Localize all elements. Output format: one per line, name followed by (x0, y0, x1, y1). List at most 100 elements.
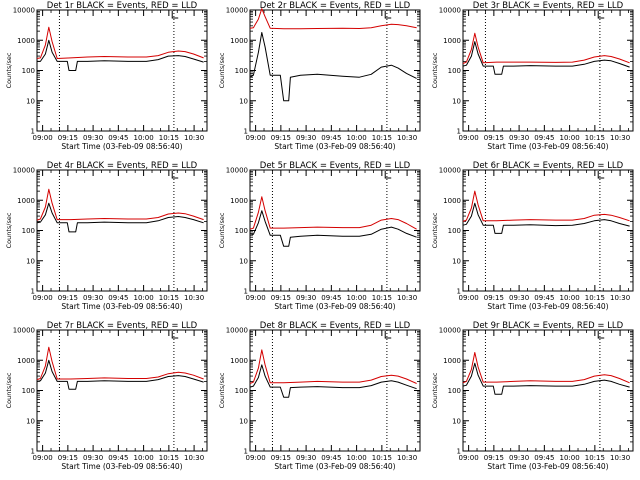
y-tick-label: 10000 (226, 327, 248, 335)
plot-frame (36, 9, 208, 132)
x-tick-label: 10:00 (347, 294, 367, 302)
lld-series-line (249, 8, 417, 30)
y-tick-label: 100 (22, 67, 35, 75)
x-tick-label: 09:15 (58, 294, 78, 302)
lld-series-line (462, 32, 630, 64)
y-tick-label: 100 (235, 67, 248, 75)
y-tick-label: 1 (31, 128, 35, 136)
x-tick-label: 09:30 (509, 294, 529, 302)
x-axis-label: Start Time (03-Feb-09 08:56:40) (487, 302, 608, 311)
x-tick-label: 10:00 (134, 134, 154, 142)
x-tick-label: 09:45 (534, 294, 554, 302)
panel-title: Det 3r BLACK = Events, RED = LLD (473, 1, 624, 11)
plot-frame (249, 329, 421, 452)
y-tick-label: 100 (448, 227, 461, 235)
chart-panel-6: Det 6r BLACK = Events, RED = LLD 1 10 100 10… (431, 161, 634, 311)
x-tick-label: 10:15 (159, 134, 179, 142)
y-tick-label: 1000 (17, 357, 35, 365)
y-tick-label: 10000 (13, 327, 35, 335)
y-tick-label: 10000 (226, 167, 248, 175)
x-tick-label: 10:30 (610, 294, 630, 302)
events-series-line (249, 364, 417, 398)
x-axis-label: Start Time (03-Feb-09 08:56:40) (61, 142, 182, 151)
y-axis-label: Counts/sec (5, 212, 13, 248)
panel-title: Det 7r BLACK = Events, RED = LLD (47, 321, 198, 331)
lld-series-line (249, 196, 417, 230)
x-axis-label: Start Time (03-Feb-09 08:56:40) (61, 462, 182, 471)
lld-series-line (249, 349, 417, 384)
x-tick-label: 09:45 (108, 454, 128, 462)
y-tick-label: 100 (22, 387, 35, 395)
x-tick-label: 10:00 (560, 134, 580, 142)
x-axis-label: Start Time (03-Feb-09 08:56:40) (274, 142, 395, 151)
y-axis-label: Counts/sec (431, 212, 439, 248)
y-tick-label: 1000 (230, 37, 248, 45)
l-marker (384, 171, 392, 179)
y-tick-label: 1000 (443, 197, 461, 205)
y-tick-label: 10000 (439, 167, 461, 175)
x-tick-label: 09:00 (33, 294, 53, 302)
y-tick-label: 100 (448, 387, 461, 395)
y-tick-label: 10000 (13, 7, 35, 15)
x-tick-label: 09:45 (108, 294, 128, 302)
l-marker (171, 171, 179, 179)
events-series-line (36, 359, 204, 390)
y-tick-label: 1000 (17, 197, 35, 205)
x-tick-label: 09:00 (246, 294, 266, 302)
y-tick-label: 1000 (443, 357, 461, 365)
l-marker (597, 11, 605, 19)
chart-panel-2: Det 2r BLACK = Events, RED = LLD 1 10 100 10… (218, 1, 421, 151)
y-tick-label: 100 (448, 67, 461, 75)
plot-frame (462, 9, 634, 132)
x-axis-label: Start Time (03-Feb-09 08:56:40) (487, 462, 608, 471)
panel-title: Det 2r BLACK = Events, RED = LLD (260, 1, 411, 11)
lld-series-line (36, 188, 204, 221)
panel-title: Det 6r BLACK = Events, RED = LLD (473, 161, 624, 171)
y-tick-label: 10 (239, 97, 248, 105)
x-tick-label: 09:00 (246, 134, 266, 142)
plot-frame (36, 169, 208, 292)
y-tick-label: 10 (239, 417, 248, 425)
y-tick-label: 100 (235, 227, 248, 235)
x-tick-label: 09:30 (296, 134, 316, 142)
plot-frame (462, 329, 634, 452)
x-tick-label: 10:30 (397, 134, 417, 142)
x-tick-label: 09:15 (271, 134, 291, 142)
x-tick-label: 10:00 (347, 134, 367, 142)
y-tick-label: 10 (26, 257, 35, 265)
l-marker (384, 331, 392, 339)
lld-series-line (462, 190, 630, 222)
panel-title: Det 9r BLACK = Events, RED = LLD (473, 321, 624, 331)
chart-panel-5: Det 5r BLACK = Events, RED = LLD 1 10 100 10… (218, 161, 421, 311)
y-axis-label: Counts/sec (431, 372, 439, 408)
x-tick-label: 09:00 (459, 454, 479, 462)
y-tick-label: 1 (457, 128, 461, 136)
events-series-line (249, 210, 417, 247)
y-axis-label: Counts/sec (218, 372, 226, 408)
x-tick-label: 10:15 (585, 294, 605, 302)
x-tick-label: 09:15 (58, 134, 78, 142)
plot-frame (462, 169, 634, 292)
y-tick-label: 1000 (230, 197, 248, 205)
panel-title: Det 5r BLACK = Events, RED = LLD (260, 161, 411, 171)
l-marker (597, 171, 605, 179)
x-tick-label: 10:00 (560, 294, 580, 302)
x-tick-label: 10:15 (585, 134, 605, 142)
x-tick-label: 10:00 (134, 454, 154, 462)
events-series-line (462, 202, 630, 234)
x-tick-label: 09:45 (534, 134, 554, 142)
plot-frame (249, 169, 421, 292)
x-tick-label: 10:00 (134, 294, 154, 302)
x-tick-label: 09:00 (459, 134, 479, 142)
y-axis-label: Counts/sec (431, 52, 439, 88)
x-tick-label: 09:30 (83, 454, 103, 462)
events-series-line (37, 39, 204, 71)
chart-panel-1: Det 1r BLACK = Events, RED = LLD 1 10 100 10… (5, 1, 208, 151)
y-axis-label: Counts/sec (218, 212, 226, 248)
chart-panel-8: Det 8r BLACK = Events, RED = LLD 1 10 100 10… (218, 321, 421, 471)
y-tick-label: 10000 (439, 327, 461, 335)
x-axis-label: Start Time (03-Feb-09 08:56:40) (487, 142, 608, 151)
y-tick-label: 1 (31, 448, 35, 456)
x-tick-label: 10:00 (560, 454, 580, 462)
l-marker (597, 331, 605, 339)
